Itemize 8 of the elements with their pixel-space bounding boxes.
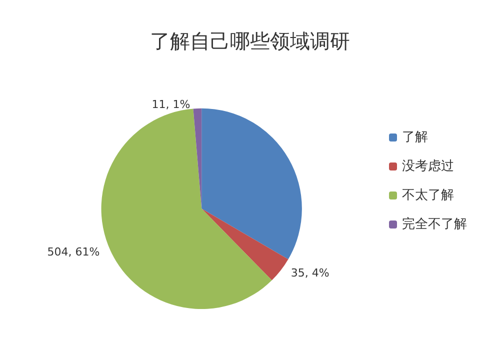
chart-title: 了解自己哪些领域调研 <box>150 29 350 53</box>
data-label: 504, 61% <box>47 246 100 259</box>
legend-label: 没考虑过 <box>402 159 454 174</box>
legend-label: 不太了解 <box>402 188 454 203</box>
data-label: 11, 1% <box>152 98 190 111</box>
legend-label: 完全不了解 <box>402 216 467 232</box>
legend-label: 了解 <box>402 130 428 145</box>
data-label: 35, 4% <box>290 266 330 280</box>
